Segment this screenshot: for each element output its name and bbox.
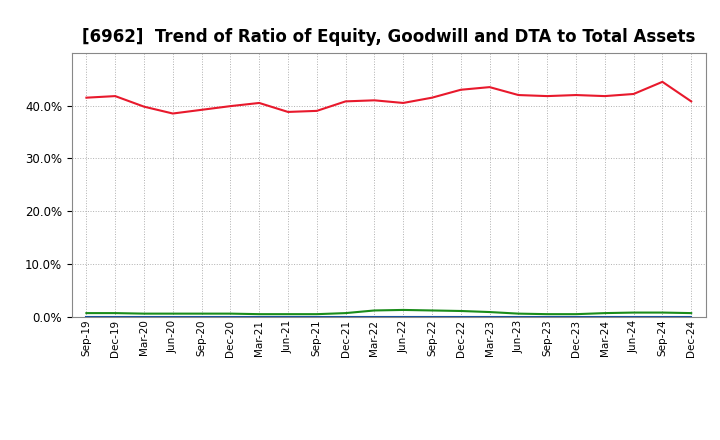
Deferred Tax Assets xyxy=(658,310,667,315)
Equity xyxy=(687,99,696,104)
Equity xyxy=(629,92,638,97)
Equity xyxy=(572,92,580,98)
Equity xyxy=(485,84,494,90)
Goodwill xyxy=(341,314,350,319)
Equity xyxy=(111,93,120,99)
Goodwill xyxy=(312,314,321,319)
Equity xyxy=(514,92,523,98)
Deferred Tax Assets xyxy=(629,310,638,315)
Goodwill xyxy=(197,314,206,319)
Equity xyxy=(284,109,292,114)
Deferred Tax Assets xyxy=(168,311,177,316)
Deferred Tax Assets xyxy=(370,308,379,313)
Deferred Tax Assets xyxy=(82,311,91,316)
Goodwill xyxy=(572,314,580,319)
Goodwill xyxy=(658,314,667,319)
Deferred Tax Assets xyxy=(399,307,408,312)
Deferred Tax Assets xyxy=(456,308,465,314)
Goodwill xyxy=(111,314,120,319)
Deferred Tax Assets xyxy=(197,311,206,316)
Goodwill xyxy=(226,314,235,319)
Equity xyxy=(168,111,177,116)
Goodwill xyxy=(284,314,292,319)
Goodwill xyxy=(140,314,148,319)
Goodwill xyxy=(82,314,91,319)
Deferred Tax Assets xyxy=(600,311,609,316)
Deferred Tax Assets xyxy=(428,308,436,313)
Goodwill xyxy=(168,314,177,319)
Deferred Tax Assets xyxy=(543,312,552,317)
Deferred Tax Assets xyxy=(312,312,321,317)
Goodwill xyxy=(514,314,523,319)
Equity xyxy=(543,93,552,99)
Deferred Tax Assets xyxy=(485,309,494,315)
Equity xyxy=(370,98,379,103)
Equity xyxy=(140,104,148,109)
Deferred Tax Assets xyxy=(514,311,523,316)
Equity xyxy=(600,93,609,99)
Goodwill xyxy=(456,314,465,319)
Goodwill xyxy=(255,314,264,319)
Deferred Tax Assets xyxy=(140,311,148,316)
Goodwill xyxy=(399,314,408,319)
Deferred Tax Assets xyxy=(284,312,292,317)
Goodwill xyxy=(600,314,609,319)
Equity xyxy=(399,100,408,106)
Line: Equity: Equity xyxy=(86,82,691,114)
Deferred Tax Assets xyxy=(255,312,264,317)
Equity xyxy=(82,95,91,100)
Line: Deferred Tax Assets: Deferred Tax Assets xyxy=(86,310,691,314)
Equity xyxy=(658,79,667,84)
Deferred Tax Assets xyxy=(572,312,580,317)
Equity xyxy=(341,99,350,104)
Goodwill xyxy=(428,314,436,319)
Equity xyxy=(197,107,206,113)
Goodwill xyxy=(543,314,552,319)
Goodwill xyxy=(485,314,494,319)
Equity xyxy=(428,95,436,100)
Deferred Tax Assets xyxy=(226,311,235,316)
Deferred Tax Assets xyxy=(687,311,696,316)
Goodwill xyxy=(687,314,696,319)
Title: [6962]  Trend of Ratio of Equity, Goodwill and DTA to Total Assets: [6962] Trend of Ratio of Equity, Goodwil… xyxy=(82,28,696,46)
Deferred Tax Assets xyxy=(341,311,350,316)
Equity xyxy=(226,103,235,109)
Equity xyxy=(312,108,321,114)
Goodwill xyxy=(629,314,638,319)
Deferred Tax Assets xyxy=(111,311,120,316)
Equity xyxy=(456,87,465,92)
Equity xyxy=(255,100,264,106)
Goodwill xyxy=(370,314,379,319)
